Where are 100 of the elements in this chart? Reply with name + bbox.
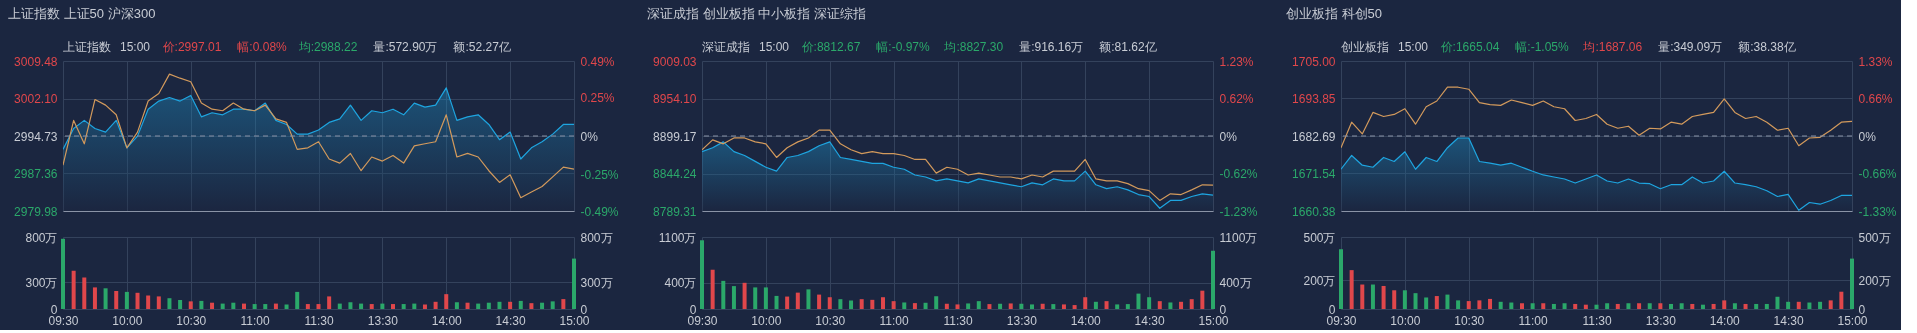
bar [220, 303, 225, 309]
text: 量:349.09万 [1658, 40, 1723, 54]
text: 量:916.16万 [1019, 40, 1084, 54]
text: 均:2988.22 [297, 40, 358, 54]
bar [305, 304, 310, 309]
bar [1157, 301, 1162, 309]
text: 量:572.90万 [373, 40, 438, 54]
y2-tick-label: -0.62% [1219, 167, 1258, 182]
bar [124, 291, 129, 309]
bar [1115, 304, 1120, 309]
y2-tick-label: -0.49% [580, 204, 619, 219]
bar [1615, 303, 1620, 309]
bar [1818, 301, 1823, 309]
bar [785, 296, 790, 309]
bar [1530, 303, 1535, 309]
bar [561, 299, 566, 309]
text: 上证指数 [63, 40, 111, 54]
bar [486, 302, 491, 309]
bar [1807, 302, 1812, 309]
y2-tick-label: 0% [1219, 129, 1238, 144]
bar [1775, 296, 1780, 309]
bar [146, 295, 151, 309]
text: 价:2997.01 [161, 40, 222, 54]
y2-tick-label: 500万 [1858, 230, 1891, 245]
bar [359, 303, 364, 309]
text: 额:52.27亿 [453, 40, 511, 54]
y-tick-label: 500万 [1303, 230, 1336, 245]
bar [135, 292, 140, 309]
text: 额:81.62亿 [1099, 40, 1157, 54]
bar [1594, 304, 1599, 309]
bar [178, 300, 183, 309]
bar [348, 302, 353, 309]
bar [1072, 305, 1077, 309]
bar [82, 277, 87, 309]
x-tick-label: 14:00 [431, 313, 463, 328]
bar [465, 302, 470, 309]
bar [540, 302, 545, 309]
bar [252, 304, 257, 309]
bar [870, 299, 875, 309]
bar [763, 287, 768, 309]
bar [273, 303, 278, 309]
bar [1786, 301, 1791, 309]
bar [241, 303, 246, 309]
y2-tick-label: 0.49% [580, 54, 615, 69]
bar [753, 287, 758, 309]
x-tick-label: 14:00 [1070, 313, 1102, 328]
bar [1200, 290, 1205, 309]
y-tick-label: 8844.24 [653, 167, 697, 181]
bar [934, 296, 939, 309]
bar [1040, 303, 1045, 309]
bar [806, 289, 811, 309]
x-tick-label: 10:00 [1390, 313, 1421, 328]
bar [295, 291, 300, 309]
bar [529, 303, 534, 309]
bar [444, 294, 449, 309]
x-tick-label: 10:00 [112, 313, 143, 328]
y-tick-label: 1705.00 [1292, 54, 1336, 69]
text: 创业板指 [1341, 40, 1389, 54]
bar [188, 301, 193, 309]
bar [1647, 303, 1652, 309]
bar [1189, 299, 1194, 309]
bar [1711, 303, 1716, 309]
bar [1339, 249, 1343, 309]
bar [1008, 303, 1013, 309]
y2-tick-label: 300万 [580, 275, 613, 290]
bar [433, 301, 438, 309]
bar [976, 301, 981, 309]
text: 15:00 [1398, 40, 1429, 54]
bar [1456, 300, 1461, 309]
y-tick-label: 9009.03 [653, 54, 697, 69]
y2-tick-label: 800万 [580, 230, 613, 245]
y-tick-label: 800万 [25, 230, 58, 245]
bar [497, 301, 502, 309]
bar [1583, 304, 1588, 309]
bar [902, 302, 907, 309]
bar [944, 303, 949, 309]
bar [987, 304, 992, 309]
y-tick-label: 400万 [664, 276, 697, 291]
bar [1061, 304, 1066, 309]
bar [1424, 297, 1429, 309]
bar [1093, 301, 1098, 309]
bar [199, 300, 204, 309]
line-series [1341, 86, 1852, 149]
y2-tick-label: -0.25% [580, 167, 619, 182]
y2-tick-label: 400万 [1219, 276, 1252, 291]
bar [1104, 301, 1109, 309]
y-tick-label: 200万 [1303, 273, 1336, 288]
bar [572, 258, 576, 309]
bar [1509, 302, 1514, 309]
bar [742, 282, 747, 309]
bar [955, 304, 960, 309]
x-tick-label: 13:30 [1006, 313, 1038, 328]
line-series [63, 73, 574, 199]
bar [1796, 301, 1801, 309]
bar [731, 286, 736, 309]
bar [210, 302, 215, 309]
bar [966, 303, 971, 309]
x-tick-label: 11:00 [1518, 313, 1549, 328]
y2-tick-label: 0.25% [580, 91, 615, 106]
bar [401, 304, 406, 309]
